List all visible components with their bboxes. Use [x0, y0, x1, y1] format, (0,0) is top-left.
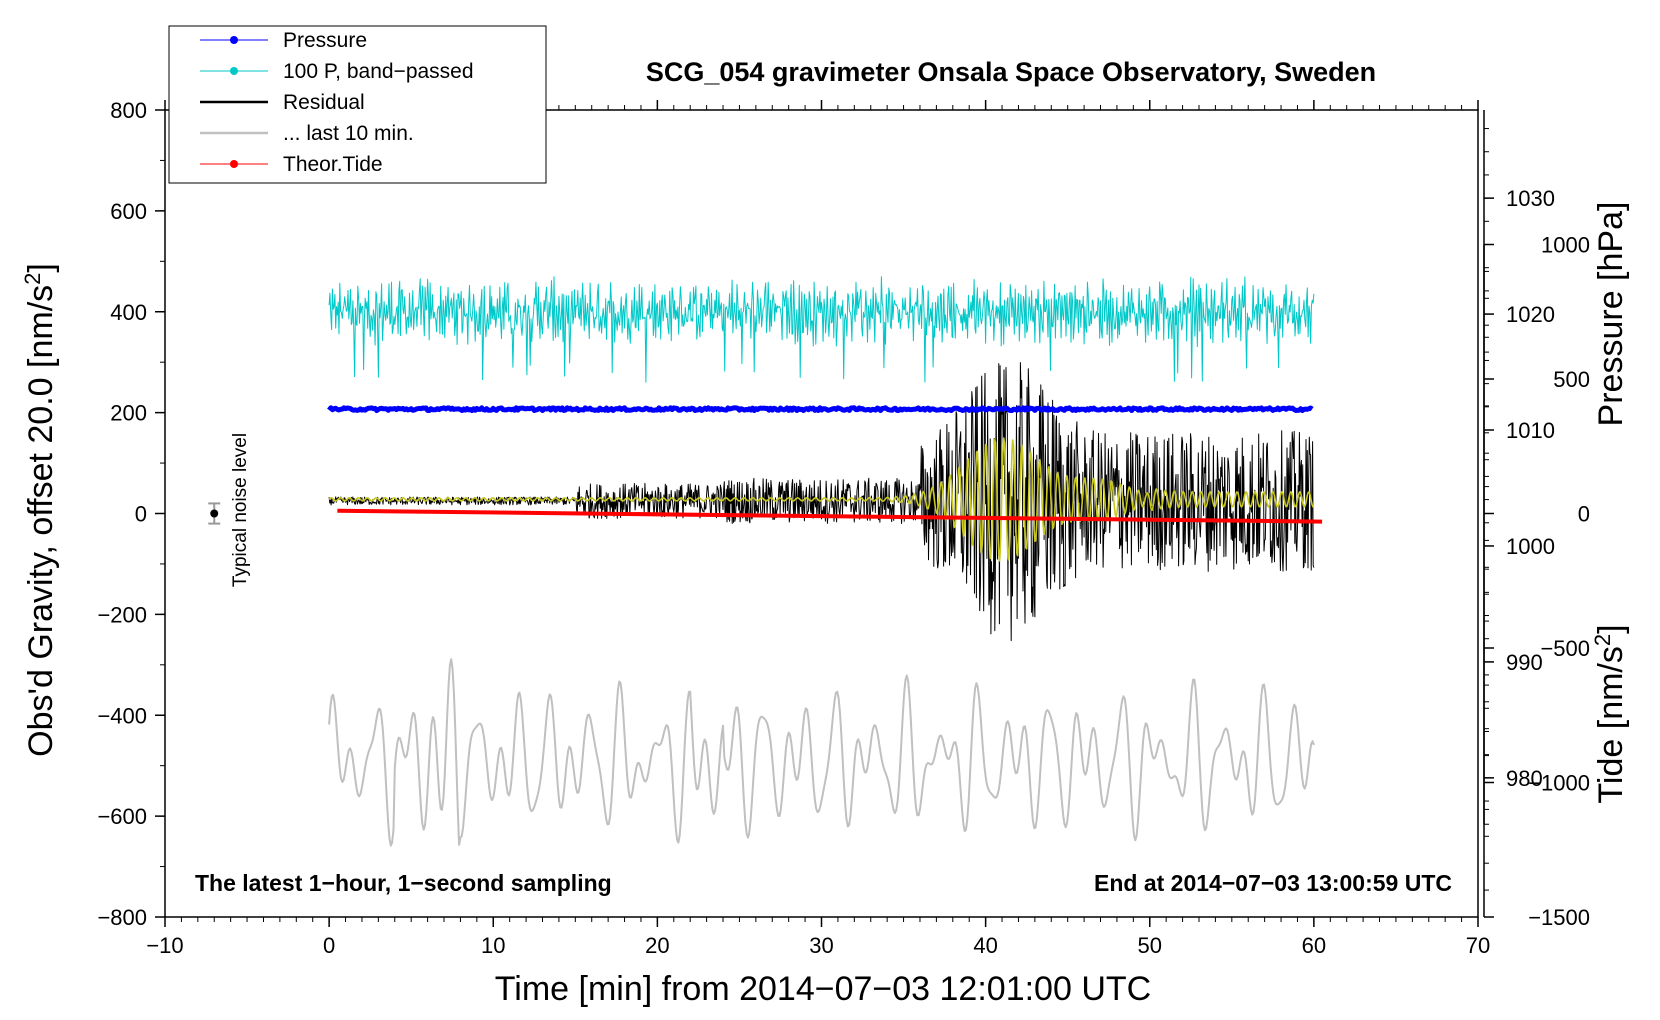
series-layer: [327, 276, 1323, 847]
legend-label: Residual: [283, 91, 365, 114]
tide-tick-label: −1500: [1528, 905, 1590, 930]
legend-label: 100 P, band−passed: [283, 60, 474, 83]
footer-end-time-label: End at 2014−07−03 13:00:59 UTC: [1094, 870, 1452, 896]
tide-tick-label: −1000: [1528, 771, 1590, 796]
pressure-tick-label: 1010: [1506, 418, 1555, 443]
legend: Pressure 100 P, band−passed Residual ... la…: [168, 25, 547, 184]
pressure-axis-title: Pressure [hPa]: [1592, 202, 1630, 427]
y-tick-label: 400: [110, 300, 147, 325]
x-tick-label: −10: [146, 933, 183, 958]
tide-tick-label: 1000: [1541, 233, 1590, 258]
x-axis-title: Time [min] from 2014−07−03 12:01:00 UTC: [495, 970, 1151, 1008]
y-tick-label: 800: [110, 98, 147, 123]
pressure-tick-label: 1000: [1506, 534, 1555, 559]
footer-sampling-label: The latest 1−hour, 1−second sampling: [195, 870, 612, 896]
bandpassed-pressure-series: [328, 276, 1315, 383]
pressure-tick-label: 980: [1506, 766, 1543, 791]
y-tick-label: 200: [110, 401, 147, 426]
y-tick-label: 0: [135, 502, 147, 527]
x-tick-label: 60: [1302, 933, 1326, 958]
x-tick-label: 20: [645, 933, 669, 958]
x-tick-label: 30: [809, 933, 833, 958]
legend-marker: [230, 36, 238, 44]
chart-title: SCG_054 gravimeter Onsala Space Observat…: [646, 57, 1376, 87]
legend-label: Pressure: [283, 29, 367, 52]
legend-label: Theor.Tide: [283, 153, 383, 176]
last-10-min-series: [328, 658, 1315, 847]
y-axis-left: 800 600 400 200 0 −200 −400 −600 −800: [97, 98, 165, 930]
x-tick-label: 50: [1138, 933, 1162, 958]
legend-marker: [230, 67, 238, 75]
y-tick-label: −200: [97, 602, 147, 627]
tide-tick-label: −500: [1540, 636, 1590, 661]
y-tick-label: 600: [110, 199, 147, 224]
tide-axis-title: Tide [nm/s2]: [1590, 624, 1631, 803]
tide-axis: 1000 500 0 −500 −1000 −1500: [1483, 233, 1590, 930]
noise-level-marker: [208, 502, 221, 525]
pressure-tick-label: 1030: [1506, 186, 1555, 211]
y-tick-label: −600: [97, 804, 147, 829]
x-tick-label: 0: [323, 933, 335, 958]
x-axis: −10 0 10 20 30 40 50 60 70: [146, 100, 1490, 958]
x-tick-label: 40: [973, 933, 997, 958]
tide-tick-label: 0: [1578, 502, 1590, 527]
residual-smoothed-series: [328, 437, 1315, 562]
y-axis-title-left: Obs'd Gravity, offset 20.0 [nm/s2]: [20, 263, 61, 757]
pressure-tick-label: 990: [1506, 650, 1543, 675]
y-tick-label: −800: [97, 905, 147, 930]
pressure-series: [327, 405, 1314, 413]
residual-series: [328, 362, 1315, 642]
noise-level-label: Typical noise level: [230, 433, 251, 587]
tide-series: [337, 508, 1323, 524]
pressure-tick-label: 1020: [1506, 302, 1555, 327]
legend-marker: [230, 160, 238, 168]
x-tick-label: 10: [481, 933, 505, 958]
y-tick-label: −400: [97, 703, 147, 728]
tide-tick-label: 500: [1553, 367, 1590, 392]
legend-box: [168, 25, 547, 184]
legend-label: ... last 10 min.: [283, 122, 414, 145]
noise-point: [210, 509, 219, 518]
x-tick-label: 70: [1466, 933, 1490, 958]
